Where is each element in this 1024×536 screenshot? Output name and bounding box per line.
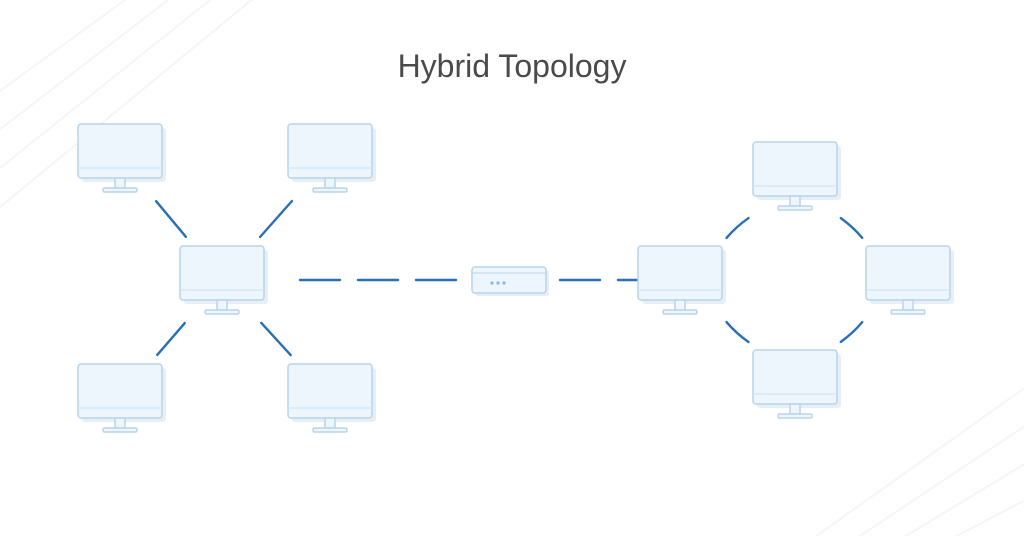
link-line [261, 323, 291, 355]
monitor-star_tr [288, 124, 376, 192]
monitor-star_center [180, 246, 268, 314]
ring-arc [841, 322, 862, 342]
monitor-star_tl [78, 124, 166, 192]
monitor-star_br [288, 364, 376, 432]
monitor-ring_top [753, 142, 841, 210]
link-line [157, 323, 185, 355]
monitor-ring_left [638, 246, 726, 314]
router-icon [472, 267, 549, 296]
link-line [156, 201, 186, 237]
hybrid-topology-diagram [0, 0, 1024, 536]
monitor-star_bl [78, 364, 166, 432]
monitor-ring_bottom [753, 350, 841, 418]
monitor-ring_right [866, 246, 954, 314]
ring-arc [841, 218, 862, 238]
ring-arc [726, 218, 748, 238]
ring-arc [726, 322, 748, 342]
link-line [260, 201, 292, 237]
